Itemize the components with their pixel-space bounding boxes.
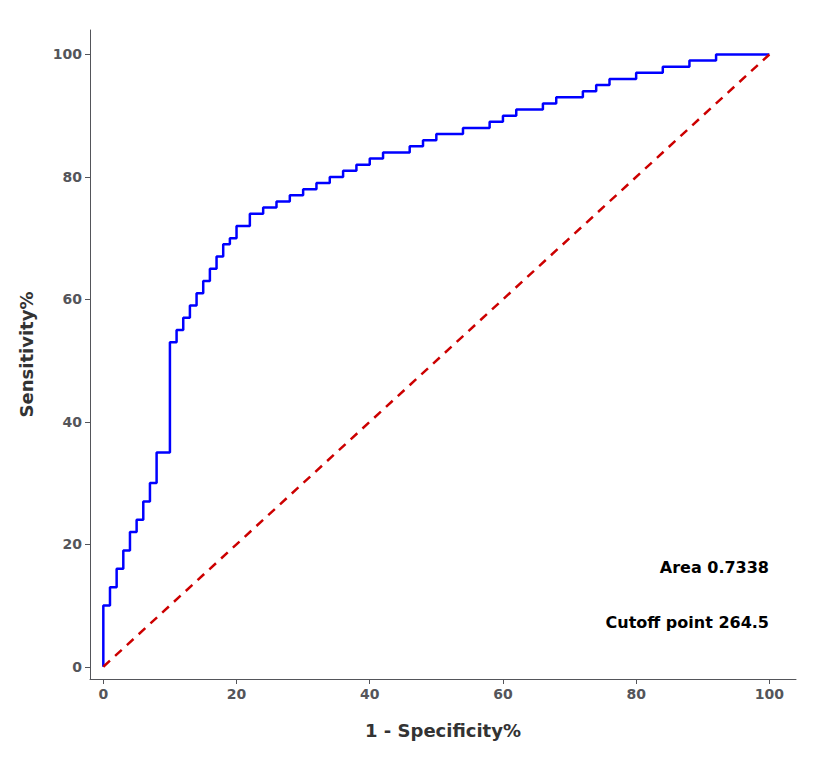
svg-text:80: 80 — [626, 686, 646, 702]
svg-text:1 - Specificity%: 1 - Specificity% — [365, 720, 521, 741]
svg-text:40: 40 — [360, 686, 380, 702]
svg-text:100: 100 — [755, 686, 784, 702]
svg-text:Cutoff point 264.5: Cutoff point 264.5 — [606, 613, 769, 632]
svg-text:0: 0 — [98, 686, 108, 702]
svg-text:60: 60 — [493, 686, 513, 702]
svg-text:80: 80 — [63, 169, 83, 185]
svg-text:60: 60 — [63, 291, 83, 307]
svg-text:40: 40 — [63, 414, 83, 430]
svg-text:20: 20 — [63, 536, 83, 552]
svg-text:Area 0.7338: Area 0.7338 — [660, 558, 769, 577]
svg-text:0: 0 — [72, 659, 82, 675]
svg-text:20: 20 — [227, 686, 247, 702]
svg-text:100: 100 — [53, 46, 82, 62]
svg-text:Sensitivity%: Sensitivity% — [16, 292, 37, 418]
